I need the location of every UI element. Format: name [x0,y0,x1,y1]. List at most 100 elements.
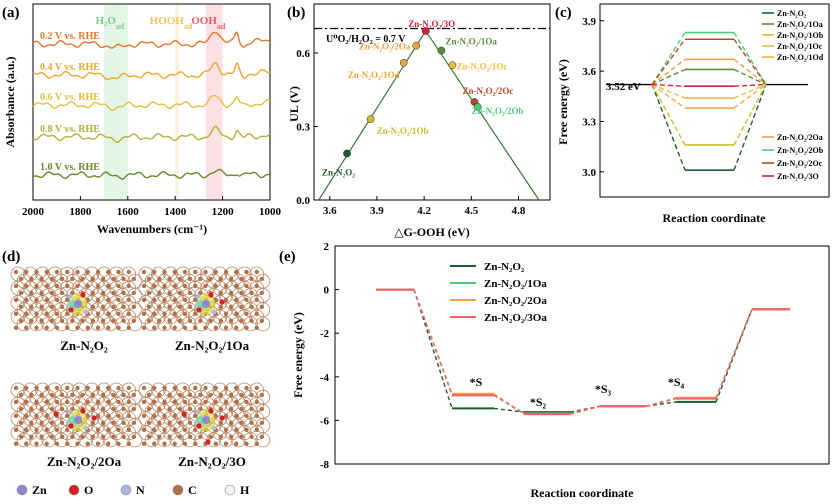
carbon-atom [228,304,234,310]
spectrum-1 [32,31,271,49]
structure-1 [10,266,143,332]
carbon-atom [187,406,193,412]
carbon-atom [106,385,111,391]
carbon-atom [131,276,137,282]
carbon-atom [193,269,198,275]
lattice-ring [157,316,172,332]
connector-right-2 [733,68,767,86]
a-xtick-label-4: 1200 [212,206,235,218]
carbon-atom [172,283,177,289]
carbon-atom [234,325,239,330]
panel-a-frame [32,3,271,201]
carbon-atom [218,304,224,310]
carbon-atom [39,406,44,412]
carbon-atom [223,385,229,391]
carbon-atom [131,392,137,398]
carbon-atom [44,385,49,391]
legend-atom-label-N: N [136,483,145,497]
carbon-atom [239,318,244,323]
e-connector-4-2 [569,405,601,415]
carbon-atom [223,269,229,275]
carbon-atom [106,325,111,330]
o-atom [80,408,86,414]
carbon-atom [167,392,172,398]
carbon-atom [80,434,85,439]
carbon-atom [152,311,157,317]
carbon-atom [157,304,162,310]
carbon-atom [162,427,167,433]
b-xtick-label-3: 4.5 [464,205,478,217]
point-3 [399,58,408,67]
carbon-atom [172,311,177,317]
legend-atom-label-O: O [84,483,93,497]
o-atom [205,439,211,445]
carbon-atom [182,399,188,405]
carbon-atom [59,434,65,439]
lattice-ring [65,316,81,332]
carbon-atom [126,385,131,391]
carbon-atom [90,434,96,439]
carbon-atom [13,427,19,433]
carbon-atom [234,413,239,419]
a-xtick-label-0: 2000 [22,206,45,218]
carbon-atom [34,297,39,303]
carbon-atom [254,283,259,289]
carbon-atom [13,311,19,317]
carbon-atom [218,406,224,412]
carbon-atom [141,427,147,433]
carbon-atom [228,420,234,426]
carbon-atom [141,413,147,419]
lattice-ring [65,432,81,448]
carbon-atom [54,385,60,391]
carbon-atom [234,441,239,446]
carbon-atom [239,406,244,412]
lattice-ring [144,316,160,332]
carbon-atom [34,385,39,391]
panel-a-series-labels: 0.2 V vs. RHE 0.4 V vs. RHE 0.6 V vs. RHE 0… [40,31,100,173]
carbon-atom [121,406,126,412]
band-label-HOOHad: HOOHad [150,15,193,31]
carbon-atom [234,283,239,289]
carbon-atom [131,406,137,412]
carbon-atom [39,392,44,398]
carbon-atom [254,413,259,419]
connector-right-8 [733,38,767,85]
carbon-atom [70,434,75,439]
connector-right-6 [733,58,767,86]
n-atom [83,309,89,315]
carbon-atom [59,290,65,296]
lattice-ring [181,316,197,332]
carbon-atom [131,304,137,310]
carbon-atom [24,311,29,317]
carbon-atom [126,399,131,405]
connector-right-1 [733,84,767,171]
carbon-atom [172,325,177,330]
carbon-atom [152,283,157,289]
carbon-atom [70,318,75,323]
series-label-3: 0.6 V vs. RHE [40,92,100,103]
point-label-9: Zn-N₂O₂/2Ob [472,106,524,116]
legend-label-6: Zn-N₂O₂/2Oa [777,133,823,142]
lattice-ring [218,432,234,448]
n-atom [83,425,89,431]
carbon-atom [193,325,198,330]
point-label-1: Zn-N₂O₂ [322,167,355,177]
carbon-atom [131,434,137,439]
step-label-3: *S₃ [595,382,612,396]
lattice-ring [16,316,32,332]
carbon-atom [182,297,188,303]
carbon-atom [254,325,259,330]
a-xtick-label-3: 1400 [164,206,187,218]
panel-a-ylabel: Absorbance (a.u.) [3,56,17,147]
lattice-ring [41,316,57,332]
carbon-atom [85,441,90,446]
carbon-atom [49,290,55,296]
carbon-atom [152,385,157,391]
carbon-atom [100,304,106,310]
e-ytick-label-3: -2 [320,328,330,340]
carbon-atom [126,297,131,303]
carbon-atom [65,413,70,419]
carbon-atom [244,325,249,330]
carbon-atom [193,385,198,391]
carbon-atom [18,434,24,439]
